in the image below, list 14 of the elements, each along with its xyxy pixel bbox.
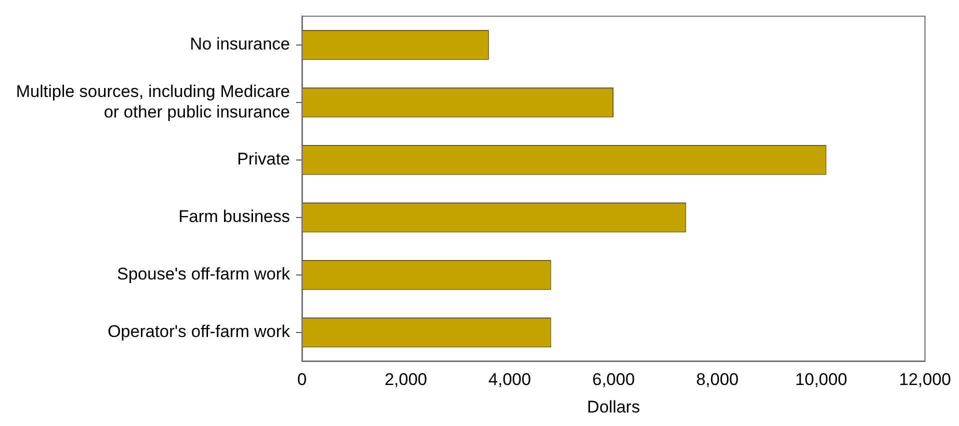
x-tick-label: 10,000 — [795, 370, 848, 390]
x-tick-label: 12,000 — [899, 370, 951, 390]
x-tick-label: 6,000 — [592, 370, 635, 390]
y-tick-label: Farm business — [178, 207, 290, 226]
x-tick-label: 0 — [297, 370, 307, 390]
x-tick-label: 8,000 — [696, 370, 739, 390]
y-tick-label: No insurance — [190, 34, 290, 54]
x-tick-label: 4,000 — [488, 370, 531, 390]
y-tick-label: Operator's off-farm work — [108, 322, 291, 342]
y-tick-label: Spouse's off-farm work — [117, 264, 291, 284]
x-tick-label: 2,000 — [384, 370, 428, 390]
y-tick-label: Private — [237, 150, 290, 169]
y-tick-label: Multiple sources, including Medicare or other public insurance — [16, 82, 290, 122]
x-axis-title: Dollars — [587, 397, 640, 416]
